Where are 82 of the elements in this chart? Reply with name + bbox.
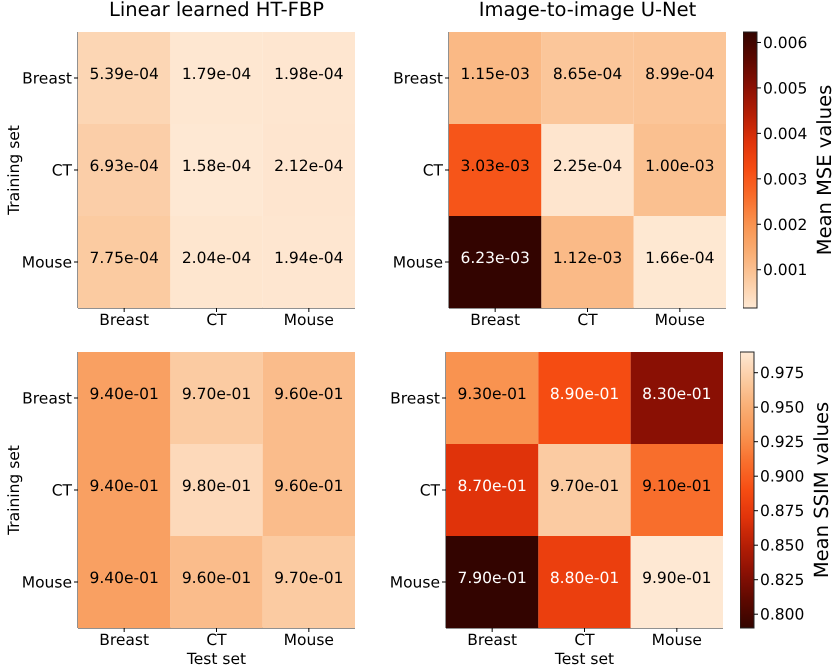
color-bar-label: 0.002 xyxy=(763,216,808,234)
x-axis-title: Test set xyxy=(554,650,616,667)
data-label: 9.70e-01 xyxy=(182,385,252,403)
x-tick-label: Breast xyxy=(470,311,520,330)
x-tick-label: Breast xyxy=(99,311,150,330)
x-tick-label: Mouse xyxy=(284,311,334,330)
data-label: 9.40e-01 xyxy=(89,477,159,495)
color-bar-label: 0.800 xyxy=(760,606,804,624)
y-tick-label: CT xyxy=(52,482,73,500)
data-label: 9.60e-01 xyxy=(274,477,344,495)
data-label: 7.90e-01 xyxy=(457,569,527,587)
data-label: 8.90e-01 xyxy=(550,385,620,403)
data-label: 9.70e-01 xyxy=(274,569,344,587)
x-tick-label: Mouse xyxy=(284,631,334,650)
data-label: 1.79e-04 xyxy=(182,65,252,83)
y-axis-title: Training set xyxy=(5,444,23,537)
y-tick-label: CT xyxy=(422,162,444,180)
y-tick-label: CT xyxy=(52,162,73,180)
x-tick-label: CT xyxy=(574,631,596,650)
color-bar-label: 0.003 xyxy=(763,170,808,188)
data-label: 1.98e-04 xyxy=(274,65,344,83)
y-tick-label: Mouse xyxy=(22,574,72,592)
y-tick-label: CT xyxy=(420,482,441,500)
color-bar-label: 0.006 xyxy=(763,34,808,52)
data-label: 9.90e-01 xyxy=(642,569,712,587)
color-bar-label: 0.925 xyxy=(760,433,804,452)
data-label: 8.65e-04 xyxy=(552,65,622,83)
color-bar-label: 0.875 xyxy=(760,502,804,520)
data-label: 6.23e-03 xyxy=(460,249,530,267)
y-axis-title: Training set xyxy=(5,124,23,217)
color-bar-label: 0.975 xyxy=(760,364,804,382)
y-tick-label: Breast xyxy=(22,390,72,408)
chart-title: Image-to-image U-Net xyxy=(478,0,698,21)
y-tick-label: Breast xyxy=(393,70,443,88)
color-bar-label: 0.850 xyxy=(760,536,804,555)
data-label: 5.39e-04 xyxy=(89,65,159,83)
color-bar-label: 0.950 xyxy=(760,398,804,417)
data-label: 1.00e-03 xyxy=(645,157,715,175)
chart-title: Linear learned HT-FBP xyxy=(108,0,325,21)
color-bar-label: 0.900 xyxy=(760,468,804,486)
data-label: 7.75e-04 xyxy=(89,249,159,267)
y-tick-label: Mouse xyxy=(22,254,72,272)
data-label: 9.40e-01 xyxy=(89,569,159,587)
data-label: 8.70e-01 xyxy=(457,477,527,495)
data-label: 2.04e-04 xyxy=(182,249,252,267)
data-label: 9.30e-01 xyxy=(457,385,527,403)
data-label: 3.03e-03 xyxy=(460,157,530,175)
y-tick-label: Breast xyxy=(390,390,440,408)
color-bar-label: 0.001 xyxy=(763,261,808,280)
color-bar-label: 0.825 xyxy=(760,571,804,590)
data-label: 9.60e-01 xyxy=(274,385,344,403)
y-tick-label: Breast xyxy=(22,70,72,88)
data-label: 8.30e-01 xyxy=(642,385,712,403)
y-tick-label: Mouse xyxy=(392,254,443,272)
x-tick-label: CT xyxy=(206,631,228,650)
x-tick-label: Mouse xyxy=(654,311,705,330)
color-bar-title: Mean MSE values xyxy=(813,84,836,258)
x-tick-label: Mouse xyxy=(652,631,702,650)
data-label: 9.40e-01 xyxy=(89,385,159,403)
data-label: 1.12e-03 xyxy=(552,249,622,267)
x-tick-label: CT xyxy=(206,311,228,330)
data-label: 6.93e-04 xyxy=(89,157,159,175)
data-label: 1.94e-04 xyxy=(274,249,344,267)
data-label: 9.60e-01 xyxy=(182,569,252,587)
data-label: 9.10e-01 xyxy=(642,477,712,495)
data-label: 8.99e-04 xyxy=(645,65,715,83)
x-tick-label: CT xyxy=(577,311,598,330)
data-label: 9.80e-01 xyxy=(182,477,252,495)
data-label: 9.70e-01 xyxy=(550,477,620,495)
x-tick-label: Breast xyxy=(467,631,518,650)
data-label: 1.58e-04 xyxy=(182,157,252,175)
data-label: 1.15e-03 xyxy=(460,65,530,83)
x-axis-title: Test set xyxy=(186,650,248,667)
x-tick-label: Breast xyxy=(99,631,150,650)
color-bar-label: 0.005 xyxy=(763,79,808,98)
color-bar-title: Mean SSIM values xyxy=(810,400,833,580)
y-tick-label: Mouse xyxy=(390,574,440,592)
data-label: 2.25e-04 xyxy=(552,157,622,175)
data-label: 8.80e-01 xyxy=(550,569,620,587)
color-bar-label: 0.004 xyxy=(763,124,808,143)
data-label: 1.66e-04 xyxy=(645,249,715,267)
data-label: 2.12e-04 xyxy=(274,157,344,175)
